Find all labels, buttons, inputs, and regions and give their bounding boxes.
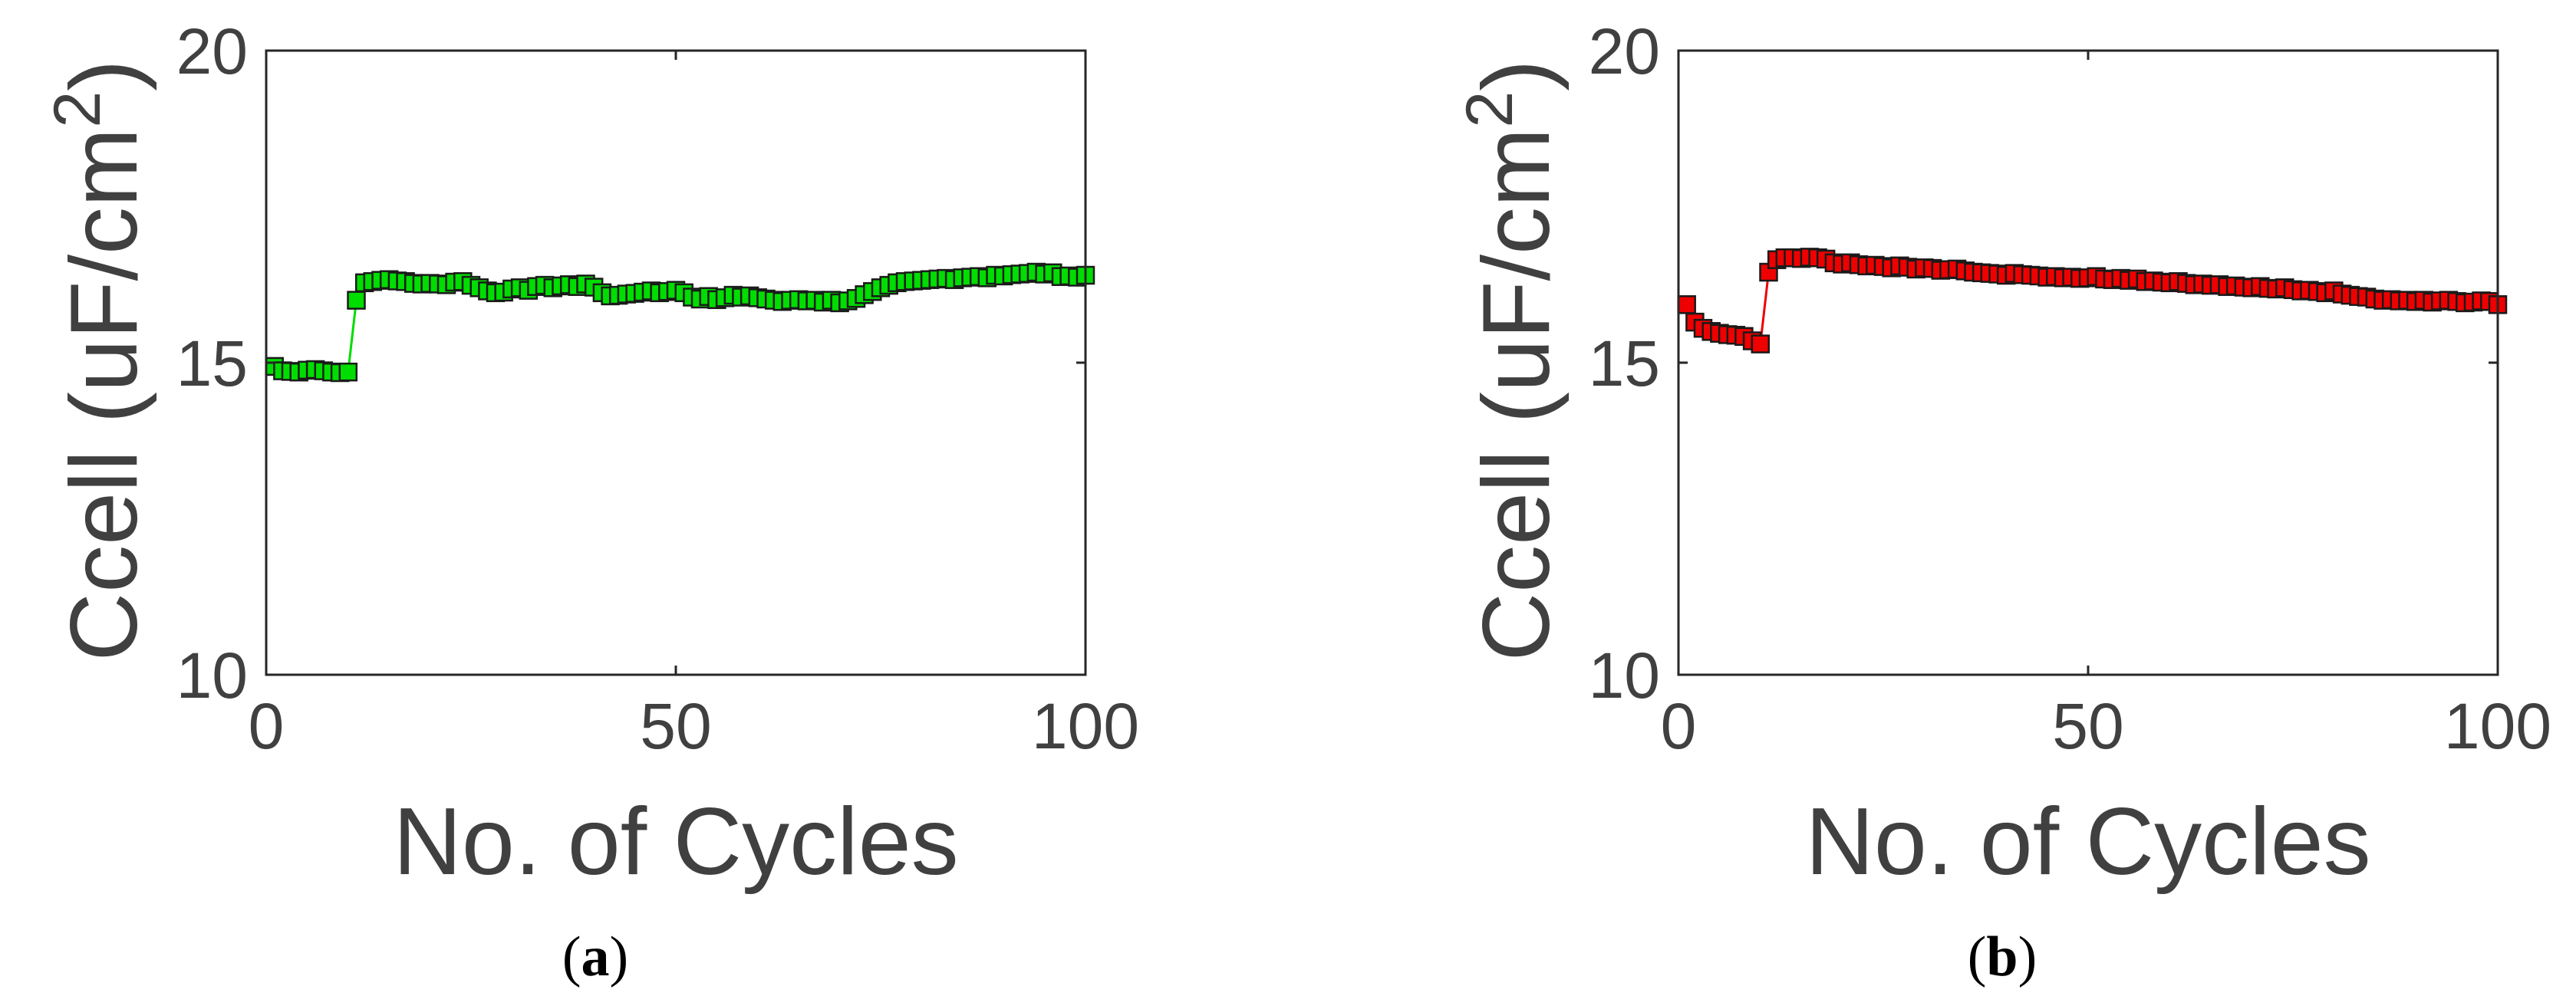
ticks-b: 0 50 100 10 15 20 [1589,15,2552,762]
x-tick-label-a-100: 100 [1032,690,1139,762]
x-axis-label-a: No. of Cycles [393,789,958,895]
plot-area-a [265,262,1095,383]
y-tick-label-a-10: 10 [176,639,248,712]
x-axis-label-b: No. of Cycles [1805,789,2370,895]
panel-b: 0 50 100 10 15 20 No. of Cycles Ccell (uF/cm2… [1453,15,2551,988]
panel-label-b: (b) [1968,925,2037,988]
plot-frame-a [265,49,1087,676]
y-tick-label-b-15: 15 [1589,327,1660,399]
data-point-a-10 [338,362,358,382]
y-tick-label-a-20: 20 [176,15,248,87]
y-axis-label-a: Ccell (uF/cm2) [41,60,157,662]
panel-label-a: (a) [562,925,628,988]
data-point-b-10 [1751,334,1771,353]
y-axis-label-b: Ccell (uF/cm2) [1453,60,1570,662]
panel-a: 0 50 100 10 15 20 No. of Cycles Ccell (uF/cm2… [41,15,1139,988]
x-tick-label-a-0: 0 [249,690,285,762]
plot-frame-b [1677,49,2499,676]
y-tick-label-a-15: 15 [176,327,248,399]
x-tick-label-b-100: 100 [2444,690,2551,762]
y-tick-label-b-20: 20 [1589,15,1660,87]
data-point-b-1 [1677,295,1696,314]
x-tick-label-a-50: 50 [640,690,711,762]
x-tick-label-b-50: 50 [2052,690,2123,762]
ticks-a: 0 50 100 10 15 20 [176,15,1140,762]
plot-area-b [1677,248,2508,353]
x-tick-label-b-0: 0 [1661,690,1697,762]
data-point-a-11 [347,291,366,310]
y-tick-label-b-10: 10 [1589,639,1660,712]
